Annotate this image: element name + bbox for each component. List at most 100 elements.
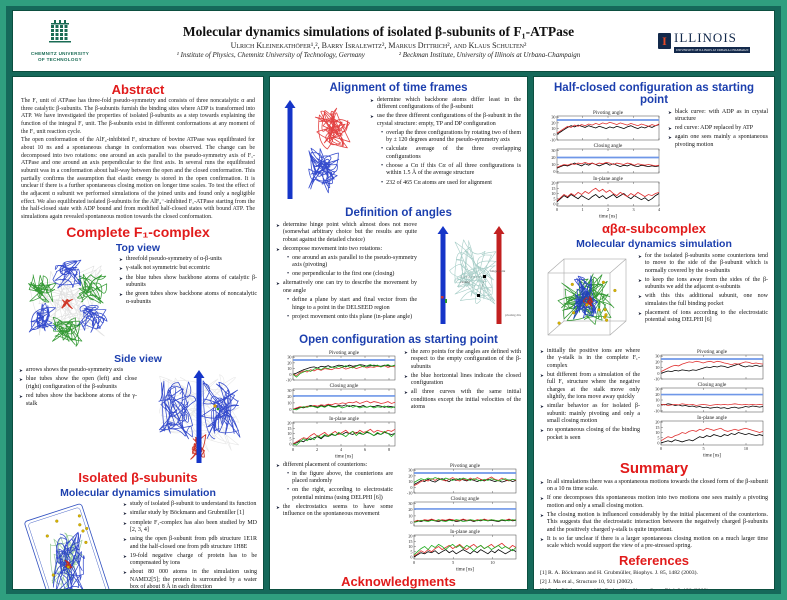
bullet-item: • 232 of 465 Cα atoms are used for alignm… [381,180,521,188]
middle-column: Alignment of time frames ➤ determine whic… [269,76,528,590]
chemnitz-logo-text-1: CHEMNITZ UNIVERSITY [30,51,90,56]
svg-text:30: 30 [655,387,659,392]
bullet-text: similar study by Böckmann and Grubmüller… [129,510,245,517]
bullet-item: ➤ again one sees mainly a spontaneous piv… [668,134,768,149]
svg-text:30: 30 [287,388,291,393]
side-view-title: Side view [114,352,162,365]
svg-text:0: 0 [410,520,412,525]
bullet-item: • on the right, according to electrostati… [287,487,393,502]
arrow-bullet-icon: ➤ [638,277,642,283]
bullet-item: ➤ blue tubes show the open (left) and clo… [19,376,137,391]
bullet-item: ➤ the green tubes show backbone atoms of … [119,291,257,306]
dot-bullet-icon: • [287,470,290,477]
arrow-bullet-icon: ➤ [668,109,672,115]
arrow-bullet-icon: ➤ [404,373,408,379]
bullet-text: with this this additional subunit, one n… [644,293,768,307]
bullet-item: ➤ arrows shows the pseudo-symmetry axis [19,367,137,375]
svg-text:Pivoting angle: Pivoting angle [697,349,728,355]
bullet-item: ➤ study of isolated β-subunit to understa… [123,501,257,509]
dot-bullet-icon: • [381,179,384,186]
bullet-text: the green tubes show backbone atoms of n… [125,291,257,305]
bullet-text: threefold pseudo-symmetry of α-β-units [125,256,222,263]
bullet-text: blue tubes show the open (left) and clos… [25,376,137,390]
arrow-bullet-icon: ➤ [370,114,374,120]
open-config-title: Open configuration as starting point [299,334,498,346]
bullet-item: ➤ the zero points for the angles are defi… [404,349,521,372]
bullet-item: ➤ to keep the ions away from the sides of… [638,277,768,292]
arrow-bullet-icon: ➤ [668,126,672,132]
svg-text:30: 30 [551,148,555,153]
subcomplex-subtitle: Molecular dynamics simulation [576,238,732,250]
arrow-bullet-icon: ➤ [540,536,544,542]
svg-text:6: 6 [364,447,366,452]
svg-text:20: 20 [655,359,659,364]
arrow-bullet-icon: ➤ [540,496,544,502]
bullet-text: 19-fold negative charge of protein has t… [129,552,257,567]
affiliation-2: ² Beckman Institute, University of Illin… [398,50,581,59]
top-view-title: Top view [115,241,161,254]
bullet-text: the blue horizontal lines indicate the c… [410,372,521,387]
dot-bullet-icon: • [287,313,290,320]
dot-bullet-icon: • [381,146,384,153]
chemnitz-logo: CHEMNITZ UNIVERSITY OF TECHNOLOGY [21,20,99,62]
dot-bullet-icon: • [287,271,290,278]
arrow-bullet-icon: ➤ [540,512,544,518]
svg-text:15: 15 [655,425,659,430]
abstract-paragraph-1: The F₁ unit of ATPase has three-fold pse… [21,98,255,135]
arrow-bullet-icon: ➤ [119,275,123,281]
bullet-text: use the three different configurations o… [376,113,521,127]
isolated-title: Isolated β-subunits [78,469,198,485]
isolated-subtitle: Molecular dynamics simulation [60,486,216,499]
summary-bullets: ➤ In all simulations there was a spontane… [540,479,768,551]
complete-f1-title: Complete F₁-complex [66,223,210,240]
bullet-item: ➤ γ-stalk not symmetric but eccentric [119,265,257,273]
svg-text:-10: -10 [407,491,413,496]
svg-text:20: 20 [551,155,555,160]
affiliation-1: ¹ Institute of Physics, Chemnitz Univers… [176,50,365,59]
svg-text:10: 10 [408,479,412,484]
svg-text:10: 10 [551,191,555,196]
svg-text:10: 10 [551,162,555,167]
illinois-logo-subtext: UNIVERSITY OF ILLINOIS AT URBANA-CHAMPAI… [674,46,751,53]
arrow-bullet-icon: ➤ [123,520,127,526]
chart-subcomplex: Pivoting angle -10 0 10 20 30 Closing angle -10… [644,346,768,458]
svg-text:Closing angle: Closing angle [594,143,623,149]
svg-text:Pivoting angle: Pivoting angle [593,110,624,116]
svg-text:20: 20 [287,421,291,426]
bullet-item: ➤ black curve: with ADP as in crystal str… [668,109,768,124]
bullet-item: ➤ no spontaneous closing of the binding p… [540,427,640,442]
arrow-bullet-icon: ➤ [19,368,23,374]
svg-text:In-plane angle: In-plane angle [697,415,728,421]
svg-text:10: 10 [744,446,748,451]
svg-text:10: 10 [287,431,291,436]
bullet-item: ➤ using the open β-subunit from pdb struc… [123,536,257,551]
svg-text:-10: -10 [550,138,556,143]
bullet-text: red curve: ADP replaced by ATP [674,125,754,132]
bullet-text: complete F₁-complex has also been studie… [129,519,257,534]
bullet-item: ➤ red tubes show the backbone atoms of th… [19,393,137,408]
svg-text:30: 30 [551,115,555,120]
bullet-item: ➤ for the isolated β-subunits some counte… [638,253,768,276]
svg-text:10: 10 [551,126,555,131]
arrow-bullet-icon: ➤ [638,294,642,300]
bullet-text: choose a Cα if this Cα of all three conf… [386,162,521,177]
bullet-text: The closing motion is influenced conside… [546,511,768,533]
bullet-item: ➤ If one decomposes this spontaneous moti… [540,495,768,510]
bullet-text: alternatively one can try to describe th… [282,280,417,294]
svg-text:0: 0 [553,202,555,207]
bullet-item: ➤ the electrostatics seems to have some i… [276,504,393,519]
svg-text:10: 10 [287,400,291,405]
arrow-bullet-icon: ➤ [119,292,123,298]
bullet-item: ➤ the blue tubes show backbone atoms of c… [119,275,257,290]
definition-bullets: ➤ determine hinge point which almost does… [276,220,417,323]
bullet-item: • in the figure above, the counterions ar… [287,471,393,486]
svg-text:time [ns]: time [ns] [456,568,474,573]
bullet-text: different placement of counterions: [282,461,368,468]
svg-text:0: 0 [289,442,291,447]
bullet-item: ➤ initially the positive ions are where t… [540,348,640,371]
bullet-text: arrows shows the pseudo-symmetry axis [25,367,124,374]
